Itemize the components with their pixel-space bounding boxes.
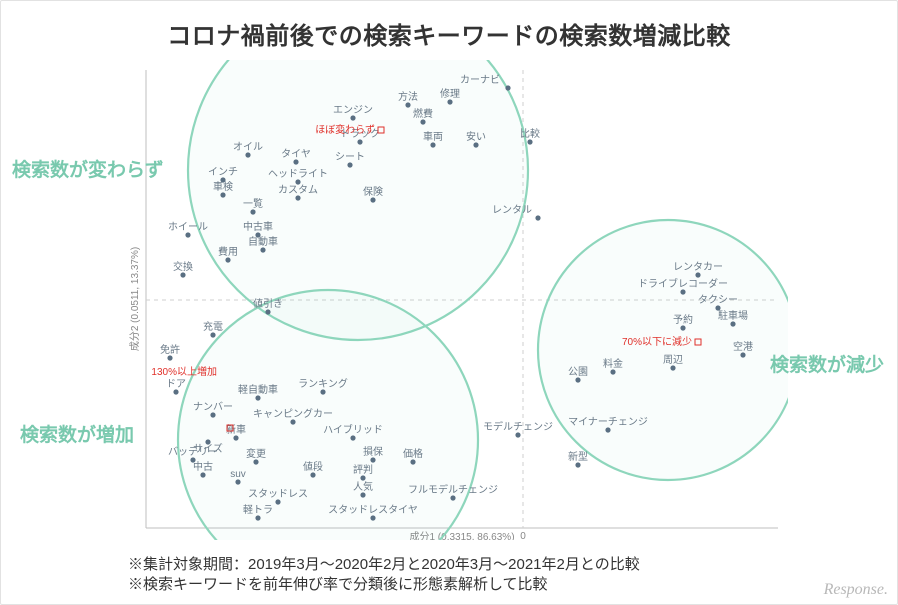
- cluster-label: 検索数が増加: [20, 420, 134, 447]
- svg-text:一覧: 一覧: [243, 198, 263, 210]
- svg-text:方法: 方法: [398, 90, 418, 103]
- svg-text:周辺: 周辺: [663, 354, 683, 366]
- footnote-2: ※検索キーワードを前年伸び率で分類後に形態素解析して比較: [128, 575, 640, 595]
- svg-text:オイル: オイル: [233, 141, 263, 153]
- svg-text:インチ: インチ: [208, 166, 238, 178]
- cluster-label: 検索数が変わらず: [12, 155, 164, 182]
- scatter-svg: 0成分1 (0.3315, 86.63%)成分2 (0.0511, 13.37%…: [128, 60, 788, 540]
- cluster-label: 検索数が減少: [770, 350, 884, 377]
- svg-text:フルモデルチェンジ: フルモデルチェンジ: [408, 483, 498, 496]
- svg-text:ヘッドライト: ヘッドライト: [268, 168, 328, 180]
- svg-text:レンタカー: レンタカー: [673, 261, 723, 273]
- svg-text:ドア: ドア: [166, 379, 186, 390]
- svg-text:0: 0: [520, 531, 526, 540]
- svg-text:タクシー: タクシー: [698, 294, 738, 306]
- svg-text:エンジン: エンジン: [333, 105, 373, 116]
- svg-text:ドライブレコーダー: ドライブレコーダー: [638, 277, 728, 290]
- svg-text:保険: 保険: [363, 185, 383, 198]
- svg-text:suv: suv: [230, 469, 246, 480]
- svg-text:ほぼ変わらず: ほぼ変わらず: [315, 123, 375, 136]
- svg-text:自動車: 自動車: [248, 235, 278, 248]
- svg-text:新型: 新型: [568, 450, 588, 463]
- svg-text:軽トラ: 軽トラ: [243, 504, 273, 516]
- svg-text:燃費: 燃費: [413, 107, 433, 120]
- svg-text:充電: 充電: [203, 320, 223, 333]
- svg-text:費用: 費用: [218, 245, 238, 258]
- svg-text:予約: 予約: [673, 313, 693, 326]
- svg-text:軽自動車: 軽自動車: [238, 383, 278, 396]
- svg-text:安い: 安い: [466, 130, 486, 143]
- svg-text:スタッドレス: スタッドレス: [248, 488, 308, 500]
- svg-text:ハイブリッド: ハイブリッド: [323, 423, 383, 436]
- svg-text:料金: 料金: [603, 357, 623, 370]
- svg-text:値引き: 値引き: [253, 297, 283, 310]
- svg-text:70%以下に減少: 70%以下に減少: [622, 335, 692, 348]
- svg-text:スタッドレスタイヤ: スタッドレスタイヤ: [328, 504, 418, 516]
- svg-text:車両: 車両: [423, 130, 443, 143]
- svg-text:ランキング: ランキング: [298, 377, 348, 390]
- svg-text:交換: 交換: [173, 260, 193, 273]
- svg-text:シート: シート: [335, 152, 365, 163]
- svg-text:成分2 (0.0511, 13.37%): 成分2 (0.0511, 13.37%): [129, 247, 141, 351]
- svg-text:キャンピングカー: キャンピングカー: [253, 407, 333, 420]
- svg-text:カスタム: カスタム: [278, 184, 318, 196]
- svg-text:評判: 評判: [353, 463, 373, 476]
- svg-text:タイヤ: タイヤ: [281, 148, 311, 160]
- svg-text:公園: 公園: [568, 366, 588, 378]
- svg-text:比較: 比較: [520, 127, 540, 140]
- svg-text:バッテリー: バッテリー: [168, 446, 218, 458]
- svg-text:ナンバー: ナンバー: [193, 401, 233, 413]
- svg-text:中古: 中古: [193, 460, 213, 473]
- svg-text:損保: 損保: [363, 445, 383, 458]
- svg-text:車検: 車検: [213, 180, 233, 193]
- svg-text:130%以上増加: 130%以上増加: [151, 365, 217, 378]
- svg-text:マイナーチェンジ: マイナーチェンジ: [568, 416, 648, 428]
- svg-text:カーナビ: カーナビ: [460, 74, 500, 86]
- footnotes: ※集計対象期間：2019年3月～2020年2月と2020年3月～2021年2月と…: [128, 555, 640, 596]
- footnote-1: ※集計対象期間：2019年3月～2020年2月と2020年3月～2021年2月と…: [128, 555, 640, 575]
- svg-text:修理: 修理: [440, 87, 460, 100]
- svg-text:駐車場: 駐車場: [718, 309, 748, 322]
- svg-text:値段: 値段: [303, 460, 323, 473]
- svg-text:レンタル: レンタル: [492, 204, 532, 216]
- svg-text:価格: 価格: [403, 447, 423, 460]
- svg-text:空港: 空港: [733, 340, 753, 353]
- svg-text:免許: 免許: [160, 343, 180, 356]
- svg-text:ホイール: ホイール: [168, 221, 208, 233]
- chart-title: コロナ禍前後での検索キーワードの検索数増減比較: [0, 16, 898, 51]
- scatter-plot: 0成分1 (0.3315, 86.63%)成分2 (0.0511, 13.37%…: [128, 60, 788, 540]
- svg-text:変更: 変更: [246, 447, 266, 460]
- svg-text:人気: 人気: [353, 480, 373, 493]
- svg-text:中古車: 中古車: [243, 220, 273, 233]
- svg-text:モデルチェンジ: モデルチェンジ: [483, 420, 553, 433]
- watermark: Response.: [824, 581, 888, 599]
